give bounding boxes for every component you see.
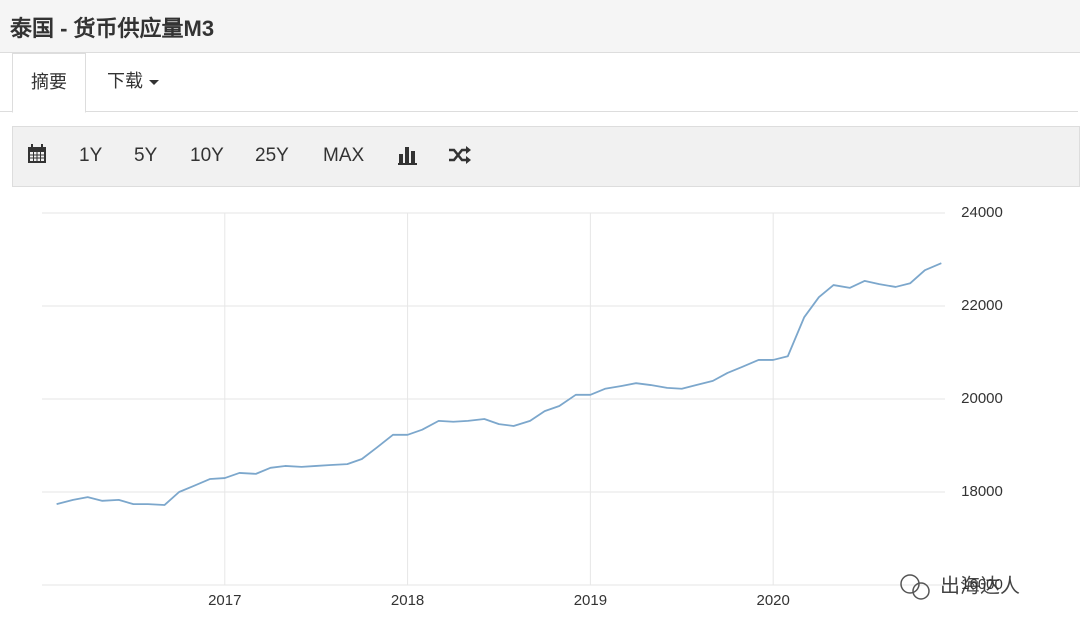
watermark-text: 出海达人 — [940, 574, 1020, 597]
range-button[interactable]: 1Y — [79, 145, 103, 166]
caret — [149, 79, 159, 85]
y-tick-label: 18000 — [961, 483, 1003, 500]
calendar-icon[interactable] — [27, 144, 47, 164]
y-tick-label: 20000 — [961, 390, 1003, 407]
range-button[interactable]: 5Y — [134, 145, 158, 166]
chart: 出海达人 16000 18000 20000 22000 24000 2017 2018 20… — [42, 204, 1020, 609]
x-tick-label: 2019 — [574, 592, 607, 609]
x-tick-label: 2017 — [208, 592, 241, 609]
range-button[interactable]: 25Y — [255, 145, 289, 166]
header: 泰国 - 货币供应量M3 — [0, 0, 1080, 53]
page-title: 泰国 - 货币供应量M3 — [10, 16, 215, 41]
x-tick-label: 2018 — [391, 592, 424, 609]
range-button[interactable]: MAX — [323, 145, 365, 166]
toolbar: 1Y 5Y 10Y 25Y MAX — [12, 126, 1080, 187]
watermark: 出海达人 — [900, 574, 1020, 600]
range-button[interactable]: 10Y — [190, 145, 224, 166]
y-tick-label: 22000 — [961, 297, 1003, 314]
bar-icon[interactable] — [398, 145, 418, 165]
tab-label: 下载 — [107, 71, 143, 91]
y-tick-label: 24000 — [961, 204, 1003, 221]
y-tick-label: 16000 — [961, 576, 1003, 593]
x-tick-label: 2020 — [756, 592, 789, 609]
tab-bar: 摘要 下载 — [0, 53, 1078, 113]
tab[interactable]: 摘要 — [12, 53, 86, 113]
tab[interactable]: 下载 — [107, 53, 159, 111]
data-line — [56, 262, 942, 506]
shuffle-icon[interactable] — [448, 145, 472, 165]
